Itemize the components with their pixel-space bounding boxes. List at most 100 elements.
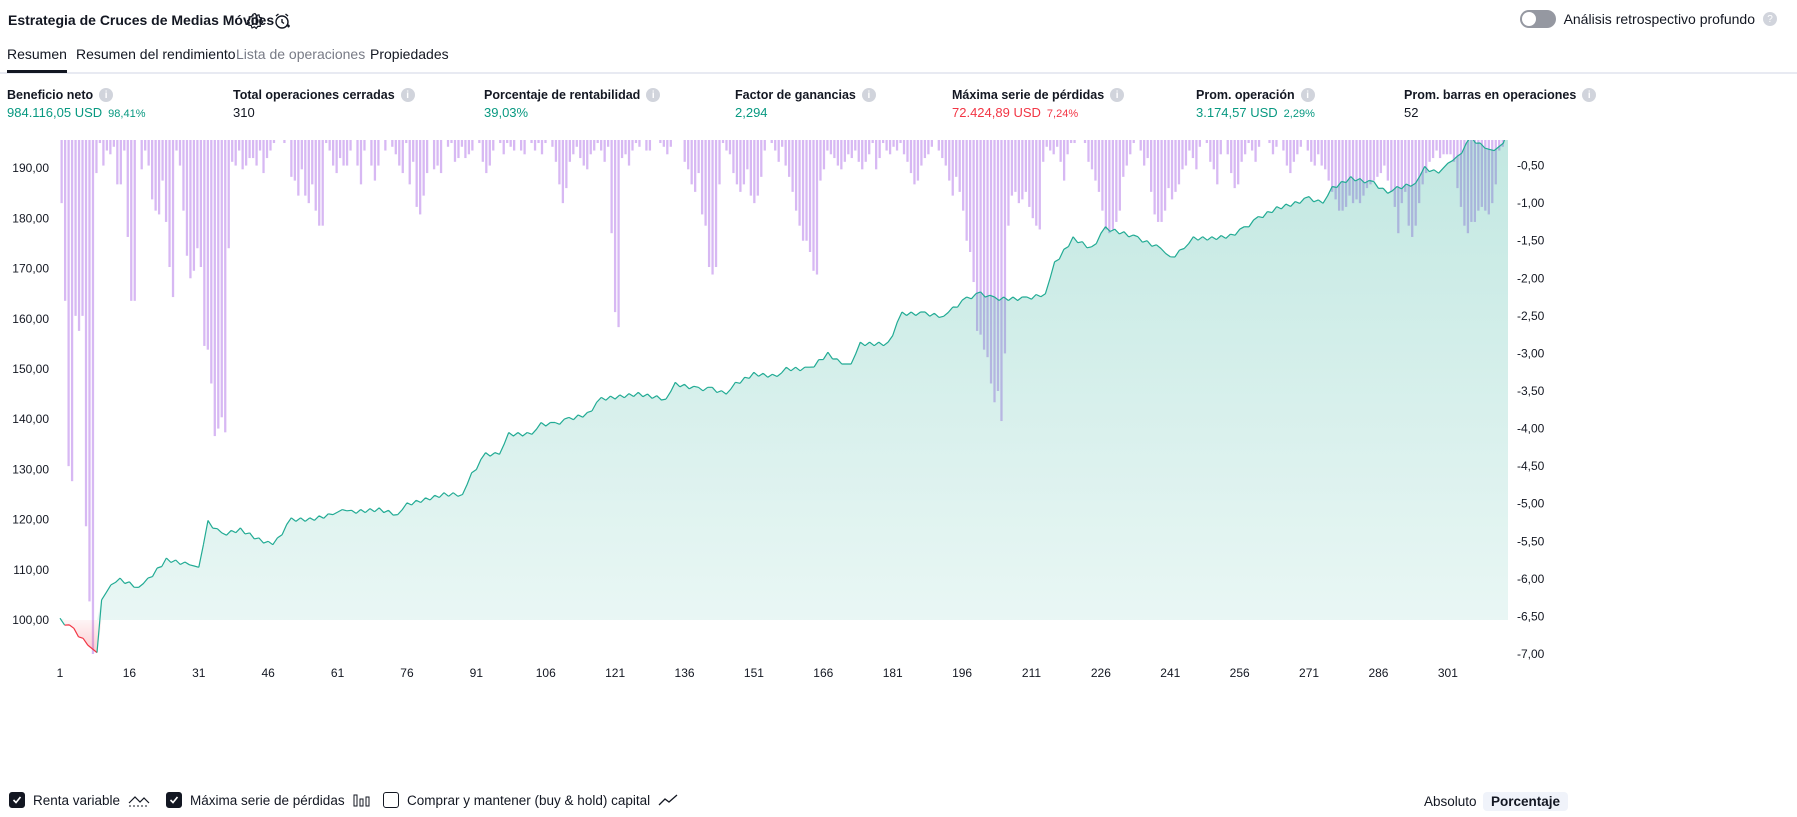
tab-properties[interactable]: Propiedades	[370, 46, 449, 62]
drawdown-bar	[1028, 140, 1031, 207]
legend-drawdown[interactable]: Máxima serie de pérdidas	[166, 792, 371, 808]
drawdown-bar	[1160, 140, 1163, 222]
right-tick-label: -1,50	[1517, 234, 1545, 248]
drawdown-bar	[1230, 140, 1233, 174]
equity-checkbox[interactable]	[9, 792, 25, 808]
drawdown-bar	[116, 140, 119, 185]
drawdown-bar	[391, 140, 394, 147]
drawdown-bar	[906, 140, 909, 162]
drawdown-bar	[140, 140, 143, 170]
legend-buy-hold[interactable]: Comprar y mantener (buy & hold) capital	[383, 792, 678, 808]
drawdown-bar	[425, 140, 429, 174]
drawdown-bar	[1344, 140, 1348, 207]
drawdown-bar	[746, 140, 749, 170]
equity-area	[60, 140, 1508, 620]
drawdown-bar	[1066, 140, 1069, 155]
mode-percent-button[interactable]: Porcentaje	[1483, 792, 1569, 811]
x-tick-label: 256	[1230, 666, 1250, 680]
right-tick-label: -6,00	[1517, 572, 1545, 586]
drawdown-bar	[648, 140, 652, 151]
drawdown-bar	[478, 140, 481, 144]
metric-label: Porcentaje de rentabilidad	[484, 88, 641, 102]
drawdown-bar	[875, 140, 878, 170]
drawdown-bar	[1289, 140, 1292, 174]
drawdown-bar	[774, 140, 777, 151]
strategy-title: Estrategia de Cruces de Medias Móviles	[8, 12, 275, 28]
tab-resumen[interactable]: Resumen	[7, 46, 67, 73]
drawdown-bar	[666, 140, 669, 155]
info-icon[interactable]: i	[1300, 88, 1315, 102]
info-icon[interactable]: i	[861, 88, 876, 102]
drawdown-bar	[171, 140, 175, 298]
left-tick-label: 180,00	[12, 211, 49, 225]
drawdown-bar	[234, 140, 237, 166]
metric-profit-factor: Factor de ganancias i 2,294	[735, 88, 876, 120]
drawdown-bar	[1132, 140, 1135, 144]
drawdown-bar	[836, 140, 840, 166]
settings-gear-icon[interactable]	[244, 10, 266, 32]
legend-equity[interactable]: Renta variable	[9, 792, 150, 808]
info-icon[interactable]: i	[646, 88, 661, 102]
drawdown-bar	[707, 140, 711, 268]
drawdown-bar	[345, 140, 349, 166]
drawdown-bar	[1379, 140, 1383, 174]
drawdown-bar	[781, 140, 784, 147]
drawdown-bar	[1062, 140, 1066, 181]
tab-performance-summary[interactable]: Resumen del rendimiento	[76, 46, 236, 62]
info-icon[interactable]: i	[400, 88, 415, 102]
mode-absolute-button[interactable]: Absoluto	[1424, 794, 1477, 809]
drawdown-bar	[1237, 140, 1240, 185]
drawdown-bar	[1017, 140, 1021, 204]
drawdown-bar	[885, 140, 888, 151]
drawdown-bar	[154, 140, 157, 211]
deep-backtest-toggle[interactable]	[1519, 10, 1556, 28]
info-icon[interactable]: i	[1582, 88, 1597, 102]
alert-clock-icon[interactable]	[271, 10, 293, 32]
drawdown-bar	[74, 140, 77, 316]
drawdown-bar	[941, 140, 944, 159]
drawdown-bar	[704, 140, 707, 226]
drawdown-bar	[1073, 140, 1076, 144]
drawdown-bar	[269, 140, 272, 151]
drawdown-bar	[314, 140, 317, 211]
drawdown-bar	[1181, 140, 1184, 170]
drawdown-bar	[948, 140, 951, 181]
drawdown-bar	[102, 140, 105, 166]
drawdown-bar	[88, 140, 91, 602]
help-icon[interactable]: ?	[1763, 12, 1777, 26]
drawdown-bar	[196, 140, 199, 249]
legend-label: Máxima serie de pérdidas	[190, 792, 345, 808]
drawdown-bar	[1257, 140, 1261, 147]
drawdown-bar	[509, 140, 512, 147]
left-tick-label: 120,00	[12, 513, 49, 527]
drawdown-bar	[1111, 140, 1115, 230]
drawdown-checkbox[interactable]	[166, 792, 182, 808]
drawdown-bar	[1275, 140, 1278, 147]
drawdown-bar	[1056, 140, 1059, 147]
drawdown-bar	[502, 140, 505, 155]
buy-hold-checkbox[interactable]	[383, 792, 399, 808]
info-icon[interactable]: i	[99, 88, 114, 102]
drawdown-bar	[112, 140, 115, 147]
metric-value: 72.424,89 USD	[952, 105, 1041, 120]
drawdown-bar	[944, 140, 947, 166]
left-tick-label: 100,00	[12, 613, 49, 627]
drawdown-bar	[1059, 140, 1062, 162]
info-icon[interactable]: i	[1110, 88, 1125, 102]
drawdown-bar	[986, 140, 989, 358]
drawdown-bar	[255, 140, 258, 166]
drawdown-bar	[561, 140, 565, 204]
drawdown-bar	[1254, 140, 1257, 162]
equity-drawdown-chart[interactable]: 100,00 110,00 120,00 130,00 140,00 150,00 160,…	[0, 140, 1797, 785]
tab-trade-list[interactable]: Lista de operaciones	[236, 46, 366, 62]
drawdown-bar	[1313, 140, 1316, 166]
drawdown-bar	[871, 140, 874, 144]
drawdown-bar	[1087, 140, 1090, 162]
drawdown-bar	[1014, 140, 1017, 192]
tab-bar: Resumen Resumen del rendimiento Lista de…	[0, 42, 1797, 74]
metric-value: 3.174,57 USD	[1196, 105, 1278, 120]
drawdown-bar	[467, 140, 471, 155]
x-tick-label: 271	[1299, 666, 1319, 680]
drawdown-bar	[1216, 140, 1219, 185]
drawdown-bar	[645, 140, 648, 151]
